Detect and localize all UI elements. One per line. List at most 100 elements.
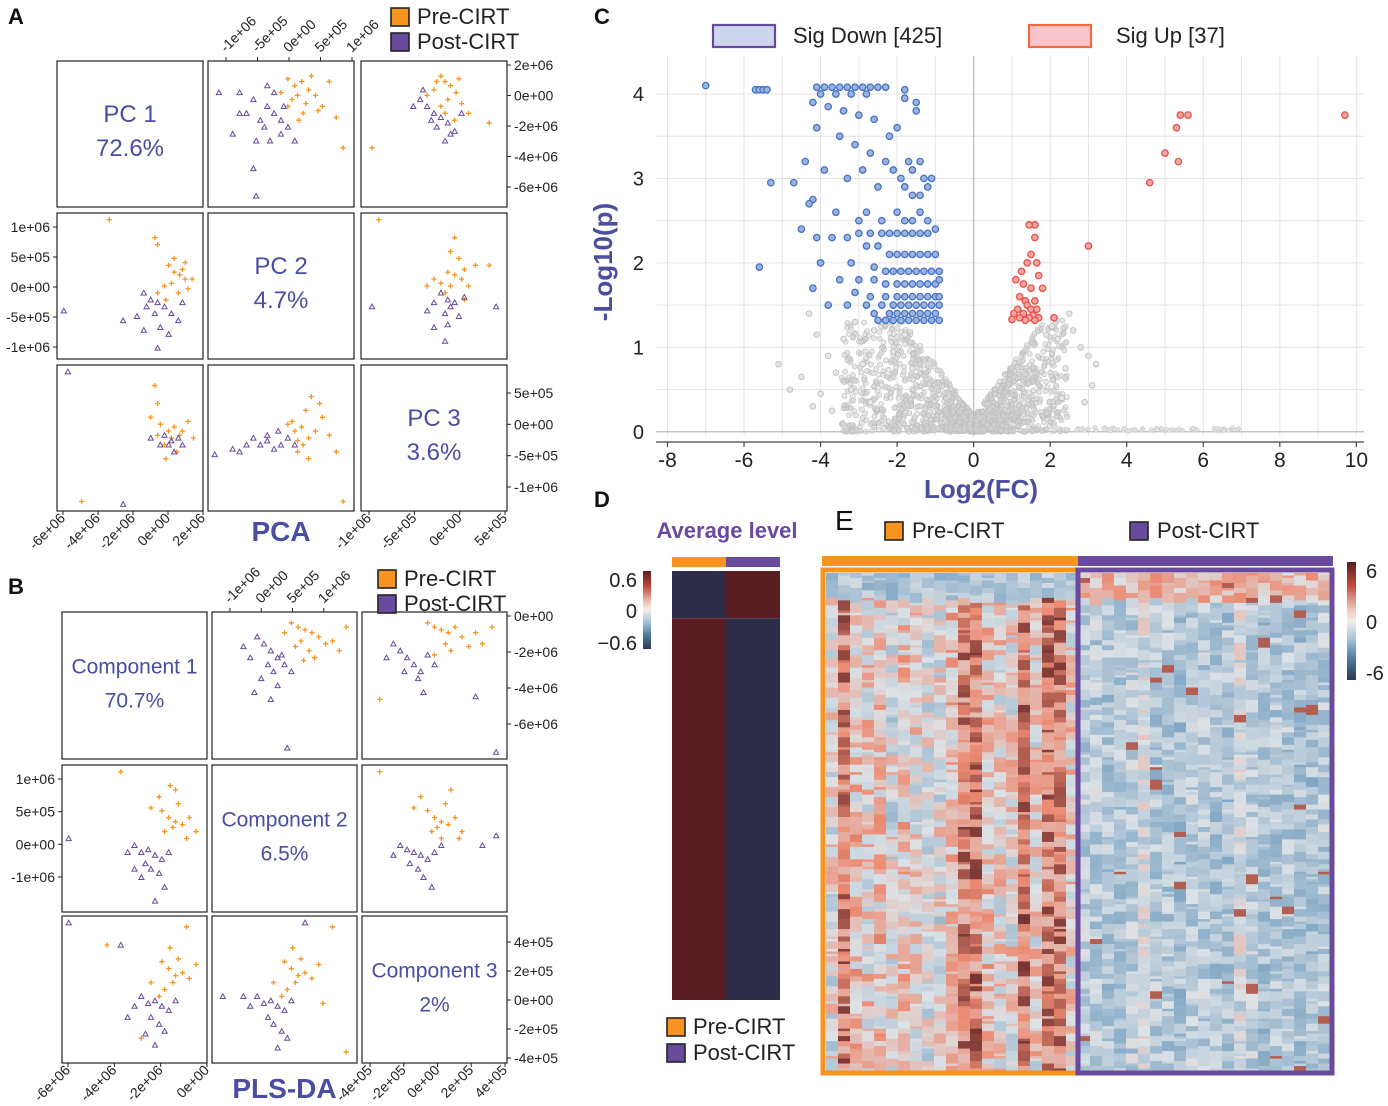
volcano-sigdown-point-59 — [893, 208, 901, 217]
sample-heatmap-cell-pre-s4-r119 — [874, 869, 887, 875]
sample-heatmap-cell-post-s1-r138 — [1090, 916, 1103, 922]
sample-heatmap-cell-pre-s1-r44 — [838, 682, 851, 693]
sample-heatmap-cell-pre-s14-r155 — [994, 958, 1007, 962]
volcano-sigup-point-10 — [1084, 242, 1093, 250]
sample-heatmap-cell-post-s9-r22 — [1186, 627, 1199, 639]
sample-heatmap-cell-pre-s18-r72 — [1042, 752, 1055, 756]
pca-point-pre-r2c0-15 — [79, 498, 85, 505]
plsda-point-pre-r2c0-0 — [159, 959, 165, 965]
volcano-nonsig-point-1174 — [912, 425, 919, 432]
sample-heatmap-cell-post-s6-r10 — [1150, 597, 1163, 606]
sample-heatmap-cell-post-s11-r5 — [1210, 585, 1223, 596]
sample-heatmap-cell-pre-s1-r66 — [838, 737, 851, 748]
sample-heatmap-cell-pre-s2-r59 — [850, 719, 863, 726]
sample-heatmap-cell-pre-s9-r148 — [934, 941, 947, 950]
plsda-point-pre-r0c2-12 — [431, 652, 438, 658]
pca-point-pre-r1c0-5 — [161, 283, 168, 289]
sample-heatmap-cell-pre-s5-r117 — [886, 864, 899, 870]
sample-heatmap-cell-pre-s9-r72 — [934, 752, 947, 758]
plsda-bottom3-tick-1: -2e+05 — [366, 1062, 409, 1105]
pca-point-post-r0c1-7 — [277, 130, 285, 137]
sample-heatmap-cell-pre-s1-r85 — [838, 784, 851, 791]
sample-heatmap-cell-post-s8-r150 — [1174, 946, 1187, 952]
sample-heatmap-cell-post-s3-r125 — [1114, 884, 1127, 893]
sample-heatmap-cell-pre-s4-r31 — [874, 650, 887, 656]
pca-left2-tick-3: -5e+05 — [6, 309, 50, 325]
sample-heatmap-cell-pre-s4-r185 — [874, 1033, 887, 1037]
sample-heatmap-cell-post-s5-r161 — [1138, 973, 1151, 985]
sample-heatmap-cell-post-s10-r136 — [1198, 911, 1211, 920]
avg-colorbar — [643, 571, 651, 649]
sample-heatmap-cell-post-s3-r34 — [1114, 657, 1127, 666]
sample-heatmap-cell-pre-s11-r41 — [958, 675, 971, 686]
sample-heatmap-cell-pre-s9-r99 — [934, 819, 947, 823]
sample-heatmap-cell-pre-s14-r53 — [994, 704, 1007, 711]
sample-heatmap-cell-pre-s10-r110 — [946, 846, 959, 855]
volcano-nonsig-point-1381 — [922, 415, 929, 422]
sample-heatmap-cell-pre-s5-r64 — [886, 732, 899, 738]
pca-title: PCA — [251, 516, 310, 547]
volcano-sigdown-point-134 — [893, 309, 901, 318]
sample-heatmap-cell-post-s7-r178 — [1162, 1016, 1175, 1027]
sample-heatmap-cell-post-s8-r174 — [1174, 1006, 1187, 1015]
sample-heatmap-cell-post-s4-r197 — [1126, 1063, 1139, 1067]
sample-heatmap-cell-pre-s11-r53 — [958, 704, 971, 716]
sample-heatmap-cell-pre-s8-r136 — [922, 911, 935, 915]
volcano-sigup-point-33 — [1050, 313, 1058, 322]
sample-heatmap-cell-post-s1-r65 — [1090, 734, 1103, 746]
pca-legend-swatch-post — [390, 32, 410, 52]
pca-point-pre-r0c2-6 — [459, 101, 465, 107]
pca-point-pre-r0c2-4 — [453, 90, 459, 96]
plsda-point-pre-r2c0-7 — [175, 956, 181, 962]
volcano-nonsig-point-899 — [1061, 347, 1068, 354]
pca-cell-r2c0 — [56, 364, 204, 512]
plsda-point-post-r1c0-8 — [124, 848, 132, 855]
plsda-point-pre-r0c1-4 — [316, 634, 322, 640]
volcano-sigup-point-5 — [1174, 157, 1183, 166]
pca-point-post-r1c0-6 — [174, 316, 182, 324]
sample-heatmap-cell-post-s4-r103 — [1126, 829, 1139, 833]
sample-heatmap-cell-pre-s14-r94 — [994, 807, 1007, 815]
sample-heatmap-cell-pre-s0-r160 — [826, 971, 839, 977]
sample-heatmap-cell-pre-s14-r147 — [994, 939, 1007, 942]
sample-heatmap-cell-pre-s10-r113 — [946, 854, 959, 863]
sample-heatmap-cell-post-s8-r132 — [1174, 901, 1187, 913]
volcano-nonsig-outlier-6 — [847, 386, 855, 393]
pca-point-post-r2c0-2 — [174, 434, 182, 441]
sample-heatmap-cell-pre-s14-r165 — [994, 983, 1007, 987]
sample-heatmap-cell-post-s3-r151 — [1114, 948, 1127, 952]
sample-heatmap-cell-pre-s12-r179 — [970, 1018, 983, 1030]
volcano-sigdown-point-80 — [885, 250, 894, 259]
sample-heatmap-cell-pre-s17-r52 — [1030, 702, 1043, 711]
volcano-x-tick-9: 10 — [1345, 449, 1368, 472]
sample-heatmap-cell-pre-s17-r120 — [1030, 871, 1043, 878]
sample-heatmap-cell-pre-s6-r0 — [898, 573, 911, 579]
sample-heatmap-cell-pre-s7-r133 — [910, 904, 923, 910]
plsda-bottom3-tick-2: 0e+00 — [403, 1062, 442, 1101]
sample-heatmap-cell-pre-s9-r67 — [934, 739, 947, 751]
sample-heatmap-cell-post-s9-r93 — [1186, 804, 1199, 813]
sample-heatmap-cell-pre-s7-r54 — [910, 707, 923, 716]
sample-heatmap-cell-pre-s11-r111 — [958, 849, 971, 853]
plsda-legend-swatch-pre — [377, 569, 397, 589]
sample-heatmap-cell-pre-s13-r159 — [982, 968, 995, 975]
sample-heatmap-cell-pre-s2-r115 — [850, 859, 863, 868]
sample-heatmap-cell-post-s6-r147 — [1150, 939, 1163, 942]
pca-point-pre-r0c2-10 — [452, 117, 458, 123]
sample-heatmap-cell-pre-s2-r34 — [850, 657, 863, 669]
panel-letter-a: A — [8, 4, 24, 29]
plsda-point-post-r0c2-8 — [383, 654, 390, 661]
sample-heatmap-cell-post-s2-r84 — [1102, 782, 1115, 793]
volcano-sigdown-point-91 — [881, 267, 890, 276]
sample-heatmap-cell-post-s4-r54 — [1126, 707, 1139, 713]
volcano-sigup-point-9 — [1031, 233, 1039, 242]
sample-heatmap-cell-post-s3-r28 — [1114, 642, 1127, 651]
sample-heatmap-cell-pre-s19-r80 — [1054, 772, 1067, 783]
volcano-nonsig-point-883 — [1064, 413, 1071, 420]
sample-heatmap-cell-pre-s19-r60 — [1054, 722, 1067, 733]
sample-heatmap-cell-pre-s5-r46 — [886, 687, 899, 698]
sample-heatmap-cell-pre-s12-r23 — [970, 630, 983, 641]
sample-heatmap-cell-pre-s12-r5 — [970, 585, 983, 596]
plsda-point-post-r1c2-10 — [428, 883, 436, 890]
sample-heatmap-cell-pre-s6-r193 — [898, 1053, 911, 1062]
